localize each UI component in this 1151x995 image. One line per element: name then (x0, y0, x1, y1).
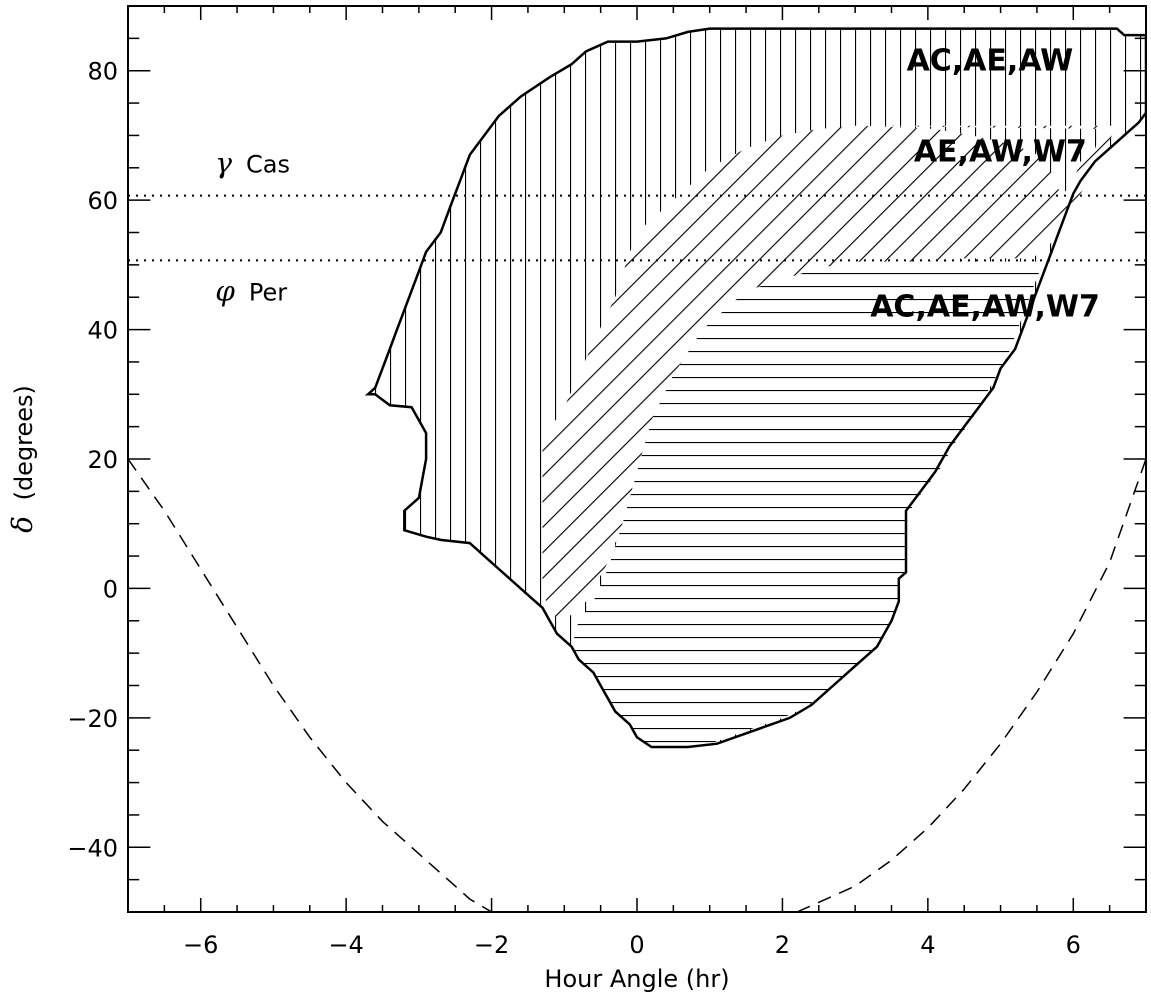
y-axis-label: δ (degrees) (6, 385, 39, 533)
region-label: AE,AW,W7 (914, 134, 1087, 169)
axis-ticks (127, 5, 1147, 913)
y-tick-label: −20 (67, 705, 118, 733)
region-horizontal-hatch (571, 261, 1045, 747)
x-tick-label: −6 (183, 931, 218, 959)
horizon-curve-right (796, 458, 1146, 912)
reference-line-labels: γ Cas φ Per (215, 146, 290, 307)
y-tick-label: 40 (87, 317, 118, 345)
region-label: AC,AE,AW,W7 (870, 290, 1100, 325)
y-tick-label: 60 (87, 187, 118, 215)
y-tick-label: 0 (103, 575, 118, 603)
region-boundary (364, 27, 1146, 749)
region-label: AC,AE,AW (907, 44, 1074, 79)
region-diagonal-hatch (542, 125, 1117, 621)
x-tick-label: 4 (920, 931, 935, 959)
reference-symbol: γ (215, 146, 232, 179)
x-tick-label: −4 (328, 931, 363, 959)
svg-text:δ (degrees): δ (degrees) (6, 385, 39, 533)
reference-name: Cas (246, 150, 290, 178)
x-tick-label: 0 (629, 931, 644, 959)
horizon-curve-left (128, 458, 492, 912)
reference-name: Per (249, 278, 287, 306)
reference-label-cas: γ Cas (215, 146, 290, 179)
y-tick-label: 20 (87, 446, 118, 474)
y-axis-symbol: δ (6, 516, 39, 533)
y-axis-units: (degrees) (10, 385, 38, 500)
x-tick-label: 6 (1066, 931, 1081, 959)
x-axis-label: Hour Angle (hr) (544, 965, 729, 993)
plot-area (128, 27, 1146, 912)
x-tick-label: 2 (775, 931, 790, 959)
region-labels: AC,AE,AW AE,AW,W7 AC,AE,AW,W7 (870, 44, 1100, 325)
reference-label-per: φ Per (215, 274, 287, 307)
x-tick-label: −2 (474, 931, 509, 959)
y-tick-label: −40 (67, 834, 118, 862)
y-tick-label: 80 (87, 58, 118, 86)
reference-symbol: φ (215, 274, 235, 307)
